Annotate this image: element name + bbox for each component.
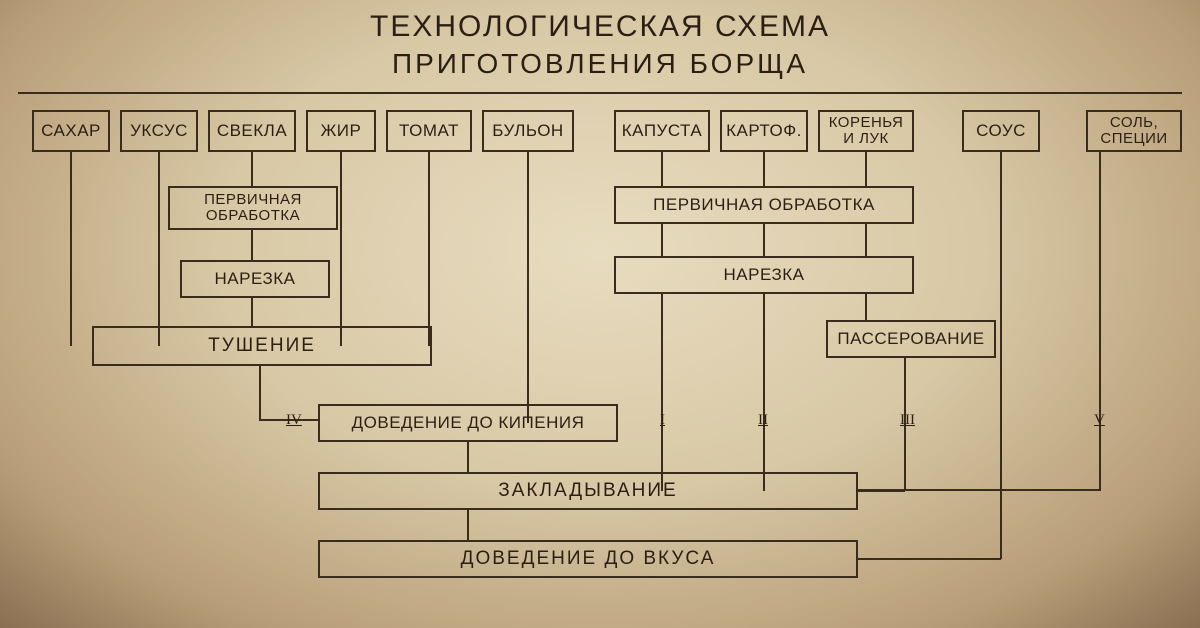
roman-label: IV: [286, 412, 302, 429]
node-cabbage: Капуста: [614, 110, 710, 152]
roman-label: V: [1094, 412, 1105, 429]
node-roots: Коренья и лук: [818, 110, 914, 152]
roman-label: I: [660, 412, 665, 429]
node-broth: Бульон: [482, 110, 574, 152]
node-potato: Картоф.: [720, 110, 808, 152]
roman-label: III: [900, 412, 915, 429]
edges-layer: [0, 0, 1200, 628]
node-tomato: Томат: [386, 110, 472, 152]
node-vinegar: Уксус: [120, 110, 198, 152]
roman-label: II: [758, 412, 768, 429]
node-cut_r: Нарезка: [614, 256, 914, 294]
node-salt: Соль, специи: [1086, 110, 1182, 152]
node-sauce: Соус: [962, 110, 1040, 152]
node-stew: Тушение: [92, 326, 432, 366]
node-lay: Закладывание: [318, 472, 858, 510]
node-boil: Доведение до кипения: [318, 404, 618, 442]
node-prep_l: Первичная обработка: [168, 186, 338, 230]
node-taste: Доведение до вкуса: [318, 540, 858, 578]
node-sugar: Сахар: [32, 110, 110, 152]
node-beet: Свекла: [208, 110, 296, 152]
node-prep_r: Первичная обработка: [614, 186, 914, 224]
diagram-board: Технологическая схема приготовления борщ…: [0, 0, 1200, 628]
node-saute: Пассерование: [826, 320, 996, 358]
node-fat: Жир: [306, 110, 376, 152]
node-cut_l: Нарезка: [180, 260, 330, 298]
